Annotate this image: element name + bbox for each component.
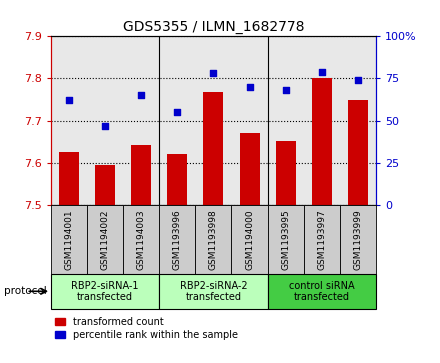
Text: GSM1193995: GSM1193995 — [281, 209, 290, 270]
Bar — [159, 274, 268, 309]
Text: GSM1194002: GSM1194002 — [100, 209, 110, 270]
Bar — [59, 151, 79, 205]
Text: GSM1193999: GSM1193999 — [354, 209, 363, 270]
Bar — [131, 145, 151, 205]
Text: GSM1194000: GSM1194000 — [245, 209, 254, 270]
Bar — [348, 99, 368, 205]
Point — [282, 87, 289, 93]
Bar — [203, 92, 224, 205]
Bar — [304, 205, 340, 274]
Bar — [268, 274, 376, 309]
Bar — [87, 205, 123, 274]
Point — [174, 109, 181, 115]
Legend: transformed count, percentile rank within the sample: transformed count, percentile rank withi… — [55, 317, 238, 340]
Text: control siRNA
transfected: control siRNA transfected — [289, 281, 355, 302]
Bar — [231, 205, 268, 274]
Point — [319, 69, 326, 75]
Text: RBP2-siRNA-2
transfected: RBP2-siRNA-2 transfected — [180, 281, 247, 302]
Bar — [340, 205, 376, 274]
Title: GDS5355 / ILMN_1682778: GDS5355 / ILMN_1682778 — [123, 20, 304, 34]
Bar — [51, 205, 87, 274]
Point — [246, 84, 253, 90]
Point — [138, 93, 145, 98]
Bar — [167, 154, 187, 205]
Bar — [312, 78, 332, 205]
Text: GSM1193997: GSM1193997 — [317, 209, 326, 270]
Bar — [268, 205, 304, 274]
Text: GSM1194003: GSM1194003 — [136, 209, 146, 270]
Bar — [276, 141, 296, 205]
Text: protocol: protocol — [4, 286, 47, 296]
Point — [101, 123, 108, 129]
Text: GSM1193996: GSM1193996 — [173, 209, 182, 270]
Text: RBP2-siRNA-1
transfected: RBP2-siRNA-1 transfected — [71, 281, 139, 302]
Bar — [51, 274, 159, 309]
Text: GSM1194001: GSM1194001 — [64, 209, 73, 270]
Point — [210, 70, 217, 76]
Point — [65, 98, 72, 103]
Bar — [95, 165, 115, 205]
Bar — [159, 205, 195, 274]
Bar — [195, 205, 231, 274]
Point — [355, 77, 362, 83]
Bar — [240, 132, 260, 205]
Bar — [123, 205, 159, 274]
Text: GSM1193998: GSM1193998 — [209, 209, 218, 270]
